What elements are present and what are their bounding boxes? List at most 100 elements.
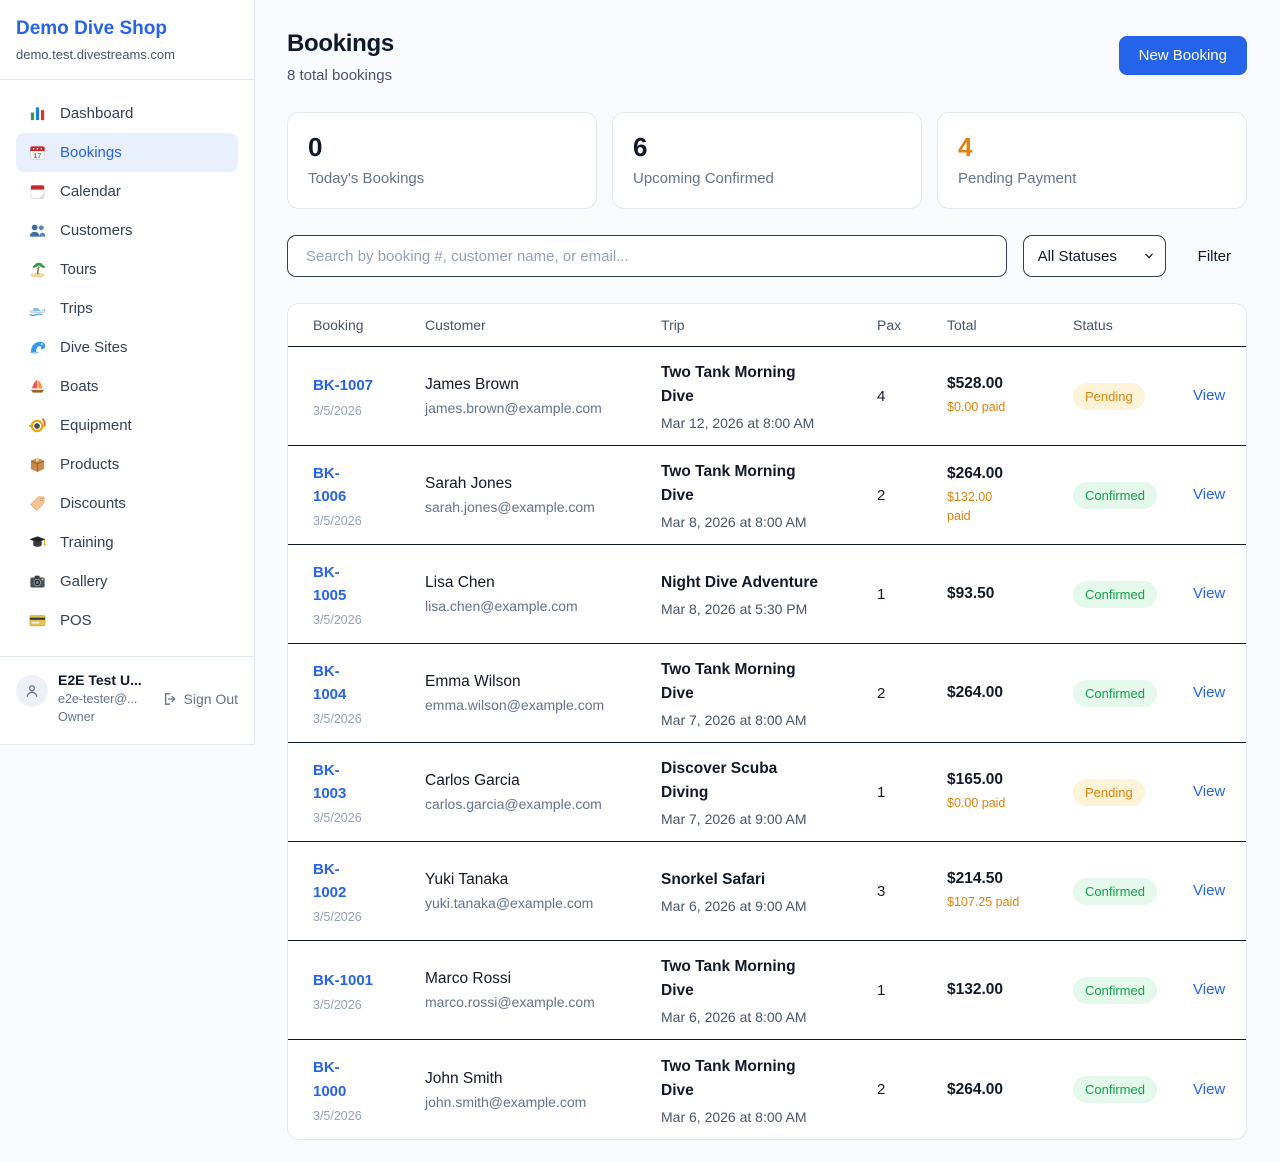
pax-cell: 1 [877,981,886,999]
booking-date: 3/5/2026 [313,1108,362,1123]
sidebar-item-discounts[interactable]: Discounts [16,484,238,523]
sidebar-item-label: POS [60,612,92,629]
booking-date: 3/5/2026 [313,613,362,628]
sign-out-label: Sign Out [183,691,238,707]
trip-cell: Two Tank Morning Dive Mar 7, 2026 at 8:0… [661,658,877,728]
total-amount: $264.00 [947,464,1004,482]
customer-cell: Emma Wilson emma.wilson@example.com [425,673,661,713]
status-select[interactable]: All Statuses [1022,235,1166,277]
customer-email: emma.wilson@example.com [425,697,605,714]
sign-out-icon [164,693,176,705]
status-cell: Pending [1073,382,1193,410]
view-link[interactable]: View [1193,585,1226,603]
status-badge: Confirmed [1073,1076,1157,1104]
page-title: Bookings [287,30,394,57]
booking-number-link[interactable]: BK- 1004 [313,662,347,704]
sidebar-item-label: Discounts [60,495,126,512]
sidebar: Demo Dive Shop demo.test.divestreams.com… [0,0,255,745]
col-header-total: Total [947,317,977,333]
booking-number-link[interactable]: BK- 1000 [313,1059,347,1100]
sidebar-item-calendar[interactable]: Calendar [16,172,238,211]
sidebar-item-products[interactable]: Products [16,445,238,484]
new-booking-button[interactable]: New Booking [1118,36,1247,75]
view-link[interactable]: View [1193,684,1226,702]
sidebar-item-customers[interactable]: Customers [16,211,238,250]
main-content: Bookings 8 total bookings New Booking 0 … [255,0,1280,1160]
calendar-17-icon: 17 [28,143,47,162]
customer-email: marco.rossi@example.com [425,994,595,1011]
view-link[interactable]: View [1193,387,1226,405]
customer-cell: Marco Rossi marco.rossi@example.com [425,970,661,1010]
search-input[interactable] [287,235,1007,277]
view-link[interactable]: View [1193,783,1226,801]
view-link[interactable]: View [1193,486,1226,504]
customer-email: james.brown@example.com [425,400,602,417]
view-link[interactable]: View [1193,981,1226,999]
sidebar-item-tours[interactable]: Tours [16,250,238,289]
sidebar-item-label: Dashboard [60,105,134,122]
pax-cell: 1 [877,783,886,801]
trip-name: Night Dive Adventure [661,574,819,592]
booking-number-link[interactable]: BK- 1005 [313,563,347,605]
booking-date: 3/5/2026 [313,811,362,826]
actions-cell: View [1193,585,1225,603]
total-cell: $264.00 [947,1081,1073,1099]
customer-cell: Carlos Garcia carlos.garcia@example.com [425,772,661,812]
view-link[interactable]: View [1193,1080,1226,1098]
table-header-row: Booking Customer Trip Pax Total Status [288,304,1246,347]
col-header-trip: Trip [661,317,685,333]
booking-cell: BK- 1003 3/5/2026 [313,759,425,826]
sidebar-item-bookings[interactable]: 17 Bookings [16,133,238,172]
sidebar-item-equipment[interactable]: Equipment [16,406,238,445]
trip-name: Snorkel Safari [661,871,766,889]
grad-cap-icon [28,533,47,552]
table-body: BK-1007 3/5/2026 James Brown james.brown… [288,347,1246,1139]
status-cell: Confirmed [1073,580,1193,608]
tear-calendar-icon [28,182,47,201]
sidebar-item-boats[interactable]: Boats [16,367,238,406]
status-cell: Confirmed [1073,877,1193,905]
total-amount: $93.50 [947,585,995,603]
view-link[interactable]: View [1193,882,1226,900]
sidebar-item-label: Products [60,456,120,473]
customer-cell: Lisa Chen lisa.chen@example.com [425,574,661,614]
status-badge: Confirmed [1073,580,1157,608]
total-amount: $264.00 [947,684,1004,702]
person-icon [26,685,38,697]
booking-number-link[interactable]: BK-1007 [313,377,374,395]
stat-label: Today's Bookings [308,170,425,187]
pax-cell: 1 [877,585,886,603]
booking-number-link[interactable]: BK-1001 [313,971,374,989]
stat-value: 6 [633,132,648,162]
sidebar-item-label: Calendar [60,183,121,200]
sidebar-item-trips[interactable]: Trips [16,289,238,328]
booking-number-link[interactable]: BK- 1002 [313,860,347,902]
sidebar-item-gallery[interactable]: Gallery [16,562,238,601]
table-row: BK- 1003 3/5/2026 Carlos Garcia carlos.g… [288,743,1246,843]
pax-cell: 2 [877,684,886,702]
filter-button[interactable]: Filter [1182,248,1247,265]
booking-number-link[interactable]: BK- 1003 [313,761,347,803]
total-cell: $264.00 $132.00 paid [947,465,1073,526]
user-role: Owner [58,710,95,724]
sidebar-item-dashboard[interactable]: Dashboard [16,94,238,133]
page-subtitle: 8 total bookings [287,67,393,84]
sidebar-item-pos[interactable]: POS [16,601,238,640]
customer-cell: John Smith john.smith@example.com [425,1070,661,1110]
customer-email: lisa.chen@example.com [425,598,578,615]
customer-name: Lisa Chen [425,574,495,592]
stat-label: Pending Payment [958,170,1077,187]
total-amount: $264.00 [947,1080,1004,1098]
stat-value: 0 [308,132,323,162]
sidebar-item-dive-sites[interactable]: Dive Sites [16,328,238,367]
actions-cell: View [1193,387,1225,405]
booking-date: 3/5/2026 [313,712,362,727]
booking-number-link[interactable]: BK- 1006 [313,464,347,506]
stat-value: 4 [958,132,973,162]
status-badge: Confirmed [1073,679,1157,707]
sign-out-button[interactable]: Sign Out [162,691,238,707]
sidebar-item-training[interactable]: Training [16,523,238,562]
status-badge: Confirmed [1073,481,1157,509]
col-header-pax: Pax [877,317,902,333]
